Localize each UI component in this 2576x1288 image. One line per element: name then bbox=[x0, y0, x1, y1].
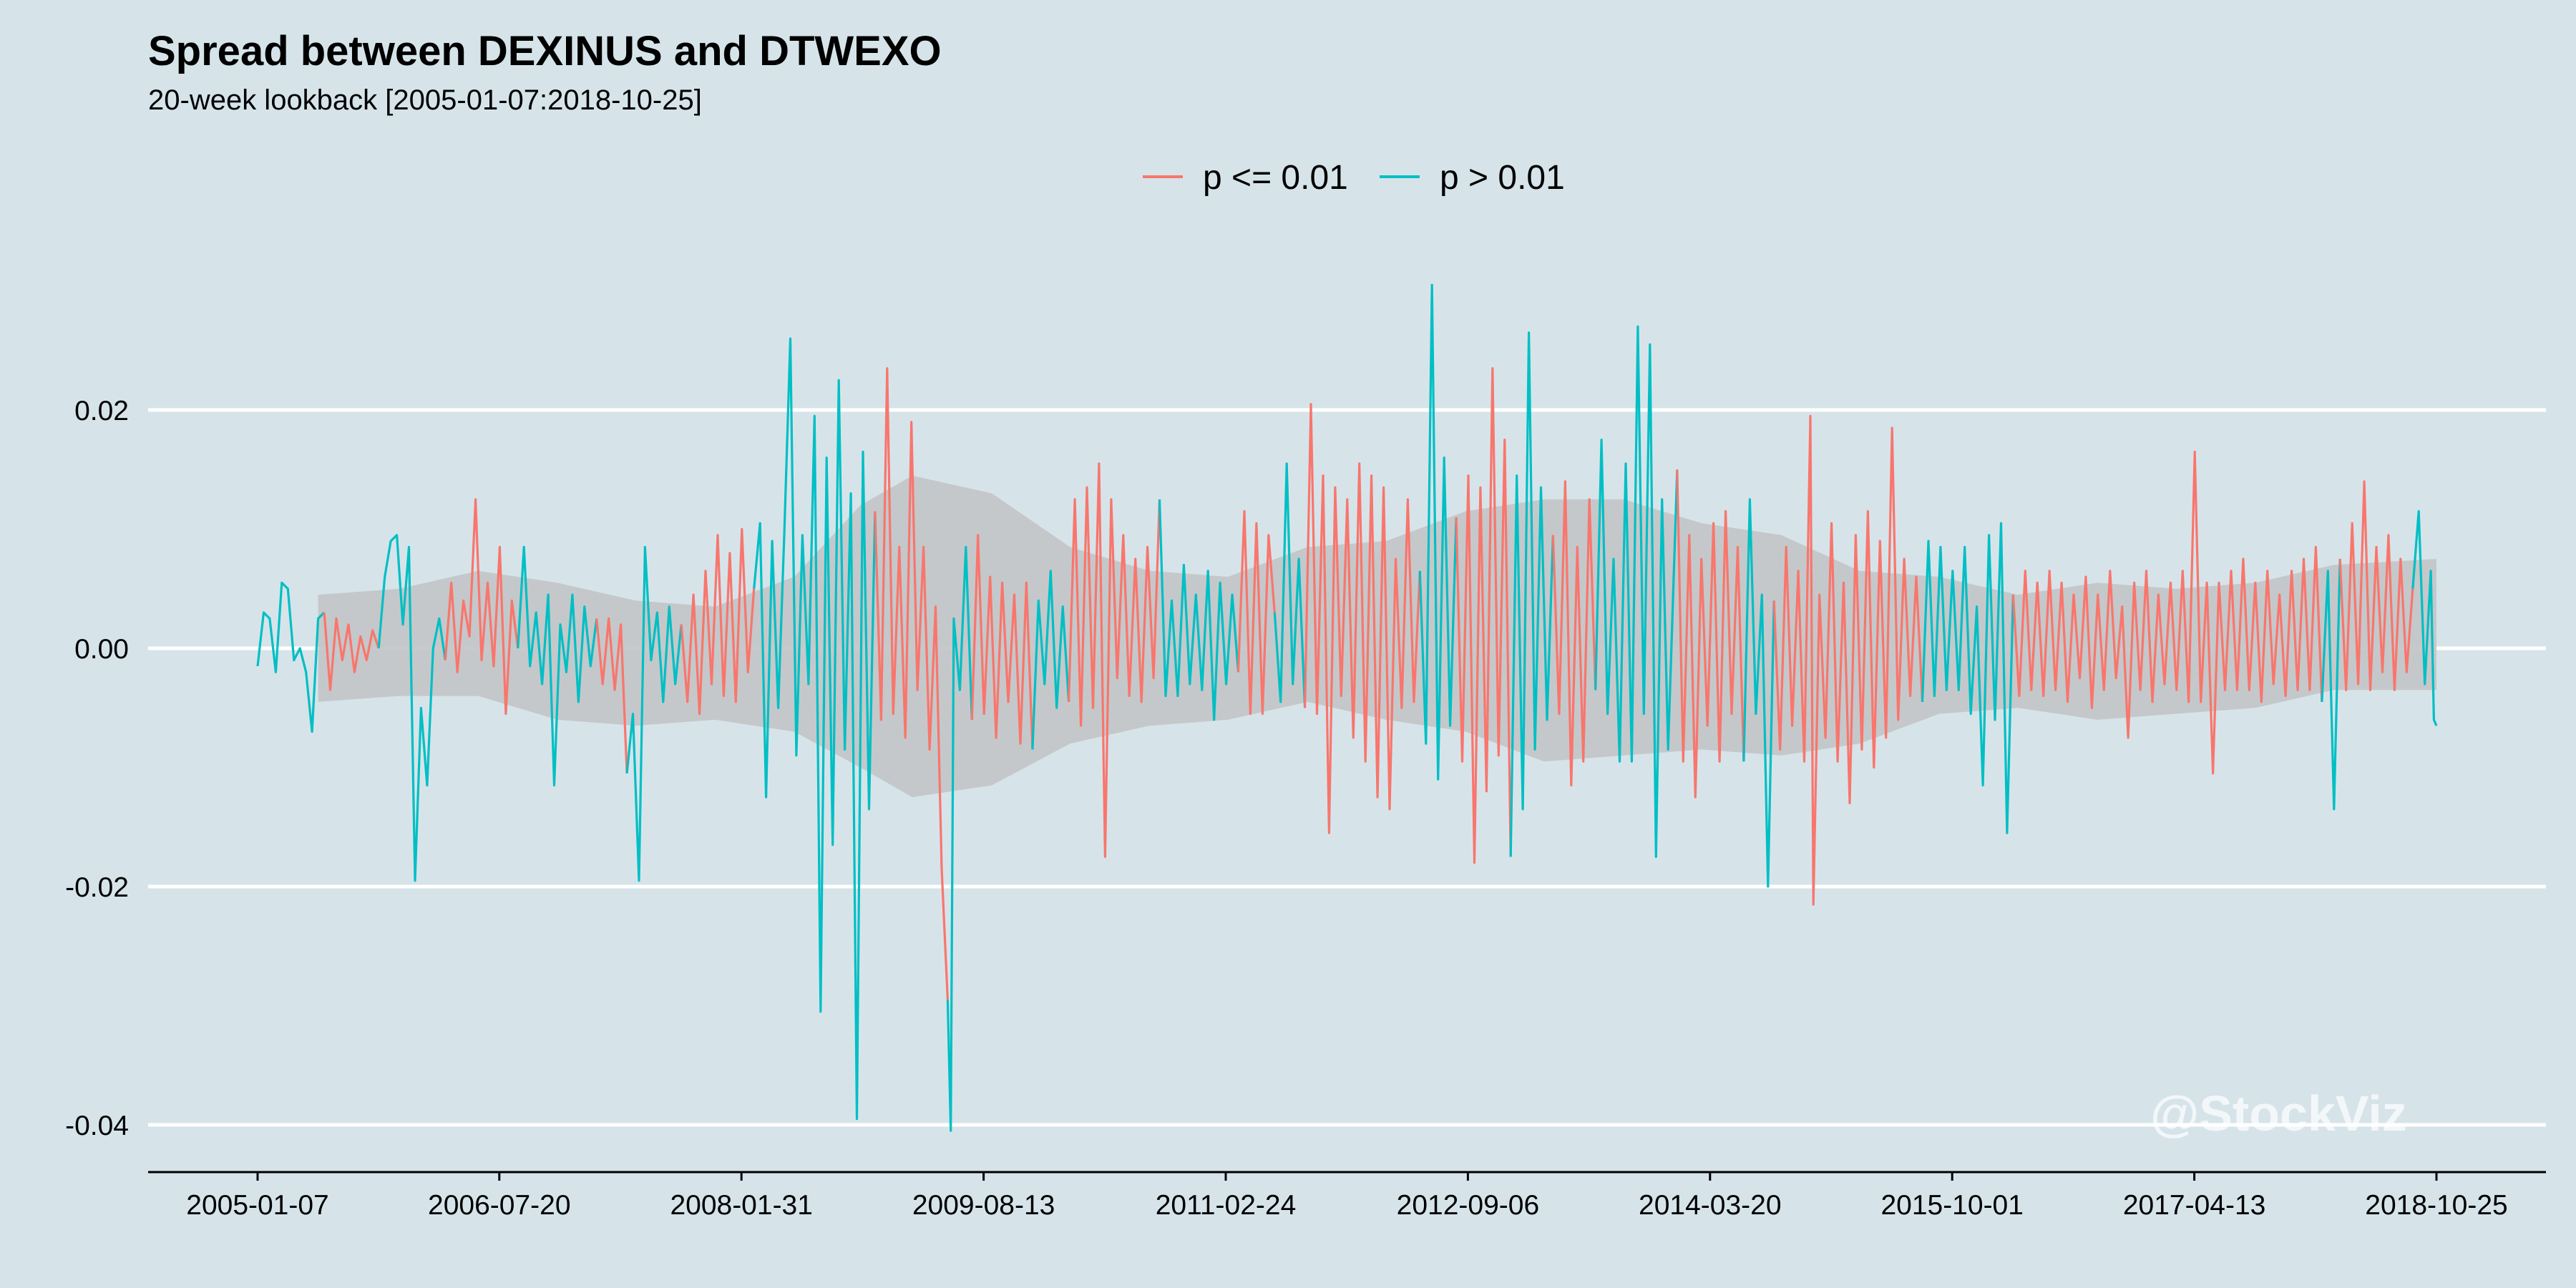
series-line-p-low bbox=[1304, 403, 1421, 834]
series-line-p-low bbox=[1772, 414, 1924, 906]
series-line-p-low bbox=[874, 367, 949, 1000]
x-tick-label: 2014-03-20 bbox=[1639, 1190, 1782, 1221]
series-line-p-high bbox=[2321, 559, 2341, 811]
confidence-band bbox=[318, 475, 2436, 798]
x-tick-label: 2012-09-06 bbox=[1397, 1190, 1540, 1221]
series-line-p-high bbox=[753, 337, 877, 1121]
series-line-p-low bbox=[1551, 480, 1597, 787]
watermark: @StockViz bbox=[2150, 1085, 2407, 1141]
x-axis: 2005-01-07 2006-07-20 2008-01-31 2009-08-13… bbox=[148, 1171, 2546, 1221]
x-tick-label: 2005-01-07 bbox=[186, 1190, 329, 1221]
series-line-p-low bbox=[444, 498, 519, 716]
series-line-p-high bbox=[946, 545, 973, 1132]
x-tick-label: 2008-01-31 bbox=[670, 1190, 813, 1221]
series-line-p-low bbox=[1068, 462, 1161, 859]
series-line-p-high bbox=[517, 545, 598, 787]
x-tick-label: 2017-04-13 bbox=[2123, 1190, 2266, 1221]
y-tick-label: -0.02 bbox=[65, 872, 129, 903]
legend: p <= 0.01 p > 0.01 bbox=[1143, 159, 1565, 197]
series-line-p-high bbox=[625, 545, 683, 882]
y-tick-label: 0.00 bbox=[74, 634, 129, 665]
series-line-p-low bbox=[323, 612, 380, 691]
chart-subtitle: 20-week lookback [2005-01-07:2018-10-25] bbox=[148, 84, 702, 116]
series-line-p-high bbox=[1921, 522, 2014, 834]
series-line-p-high bbox=[256, 581, 326, 733]
x-tick-label: 2018-10-25 bbox=[2365, 1190, 2508, 1221]
series-line-p-low bbox=[680, 527, 756, 716]
x-tick-label: 2011-02-24 bbox=[1156, 1190, 1297, 1221]
series-line-p-high bbox=[1594, 325, 1679, 859]
series-line-p-low bbox=[2011, 450, 2323, 775]
y-tick-label: 0.02 bbox=[74, 396, 129, 426]
chart-title: Spread between DEXINUS and DTWEXO bbox=[148, 28, 942, 74]
series-line-p-low bbox=[970, 534, 1034, 750]
series-line-p-high bbox=[1273, 462, 1307, 708]
series-line-p-high bbox=[1418, 283, 1458, 781]
y-tick-label: -0.04 bbox=[65, 1111, 129, 1141]
series-line-p-high bbox=[1158, 499, 1240, 721]
series-line-p-high bbox=[1742, 498, 1775, 888]
series-line-p-low bbox=[1455, 367, 1512, 864]
series-line-p-high bbox=[2411, 509, 2438, 726]
x-tick-label: 2009-08-13 bbox=[912, 1190, 1055, 1221]
series-line-p-low bbox=[1236, 509, 1276, 716]
series-line-p-low bbox=[2338, 480, 2414, 691]
series-line-p-low bbox=[1676, 469, 1745, 799]
x-tick-label: 2006-07-20 bbox=[428, 1190, 571, 1221]
series-line-p-high bbox=[377, 534, 447, 882]
legend-label: p > 0.01 bbox=[1440, 159, 1565, 197]
y-axis: -0.04 -0.02 0.00 0.02 bbox=[65, 396, 129, 1141]
legend-label: p <= 0.01 bbox=[1203, 159, 1348, 197]
series-line-p-high bbox=[1509, 331, 1554, 857]
series-line-p-high bbox=[1031, 570, 1070, 750]
x-tick-label: 2015-10-01 bbox=[1880, 1190, 2024, 1221]
series-layer bbox=[256, 283, 2438, 1132]
band-layer bbox=[318, 475, 2436, 798]
series-line-p-low bbox=[595, 617, 628, 774]
